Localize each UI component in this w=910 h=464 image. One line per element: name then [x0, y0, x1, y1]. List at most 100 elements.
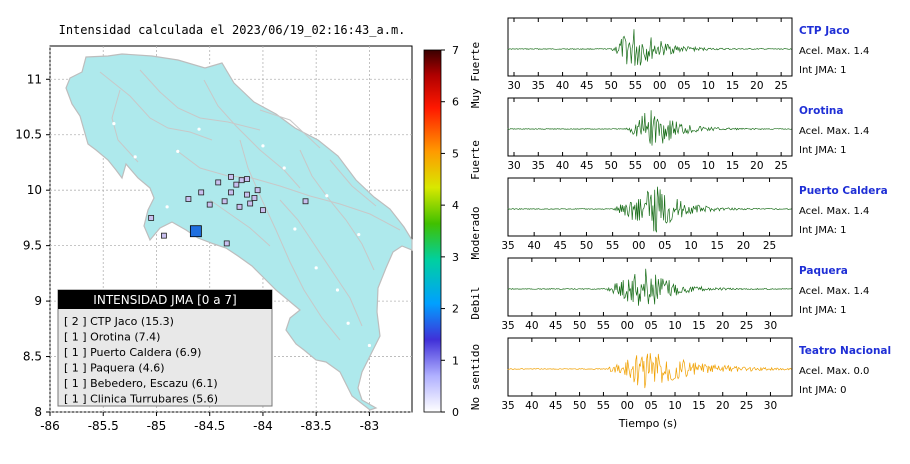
seismogram-tick-label: 45 — [580, 160, 593, 172]
seismogram-tick-label: 50 — [573, 320, 586, 332]
station-marker — [221, 198, 228, 205]
station-marker — [247, 200, 254, 207]
colorbar-category-label: Debil — [469, 286, 482, 319]
town-dot — [367, 343, 372, 348]
station-marker — [251, 195, 258, 201]
seismogram-tick-label: 40 — [556, 160, 569, 172]
colorbar-tick-label: 4 — [452, 199, 459, 212]
station-jma-intensity: Int JMA: 1 — [799, 65, 847, 76]
map-y-tick-label: 10.5 — [15, 128, 42, 142]
seismogram-tick-label: 40 — [556, 80, 569, 92]
town-dot — [90, 177, 95, 181]
station-marker — [198, 189, 205, 196]
station-marker — [206, 201, 213, 208]
legend-header — [58, 290, 272, 309]
colorbar-tick-label: 6 — [452, 96, 459, 109]
seismogram-tick-label: 50 — [580, 240, 593, 252]
seismogram-tick-label: 35 — [532, 160, 545, 172]
seismogram-tick-label: 05 — [677, 80, 690, 92]
station-marker — [238, 177, 245, 184]
seismogram-tick-label: 15 — [726, 80, 739, 92]
station-marker — [244, 191, 250, 198]
colorbar-tick-label: 2 — [452, 303, 459, 316]
seismogram-tick-label: 15 — [726, 160, 739, 172]
colorbar-category-label: No sentido — [469, 344, 482, 410]
town-dot — [314, 266, 318, 270]
time-axis-title: Tiempo (s) — [618, 417, 677, 430]
river-network — [99, 69, 401, 341]
colorbar-category-label: Muy Fuerte — [469, 42, 482, 108]
map-y-tick-label: 10 — [27, 183, 42, 197]
seismogram-trace — [507, 110, 792, 146]
map-y-tick-label: 8 — [34, 405, 42, 419]
station-jma-intensity: Int JMA: 0 — [799, 385, 847, 396]
town-dot — [335, 288, 340, 292]
intensity-colorbar: 7 6 5 4 3 2 1 0 Muy Fuerte Fuerte Moderado Debil No… — [423, 42, 482, 419]
legend-title: INTENSIDAD JMA [0 a 7] — [93, 293, 236, 307]
seismogram-tick-label: 25 — [774, 160, 787, 172]
seismogram-tick-label: 30 — [507, 80, 520, 92]
seismogram-tick-label: 40 — [525, 400, 538, 412]
station-max-acceleration: Acel. Max. 1.4 — [799, 46, 869, 57]
seismogram-tick-label: 10 — [668, 400, 681, 412]
map-y-ticks: 11 10.5 10 9.5 9 8.5 8 — [15, 72, 50, 419]
station-markers — [90, 122, 372, 348]
epicenter-marker — [189, 225, 202, 238]
colorbar-category-label: Moderado — [469, 207, 482, 260]
station-max-acceleration: Acel. Max. 1.4 — [799, 286, 869, 297]
map-y-tick-label: 9 — [34, 294, 42, 308]
seismogram-trace — [507, 353, 792, 389]
seismogram-tick-label: 30 — [764, 400, 777, 412]
seismogram-tick-label: 45 — [554, 240, 567, 252]
station-marker — [228, 173, 234, 180]
colorbar-tick-label: 3 — [452, 251, 459, 264]
station-marker — [254, 187, 261, 194]
seismogram-panel: 35 40 45 50 55 00 05 10 15 20 25 Puerto Caldera Acel… — [501, 177, 888, 252]
seismogram-tick-label: 55 — [629, 80, 642, 92]
town-dot — [346, 321, 350, 325]
station-marker — [228, 189, 234, 196]
town-dot — [325, 194, 329, 198]
costa-rica-landmass — [65, 53, 413, 411]
station-max-acceleration: Acel. Max. 1.4 — [799, 206, 869, 217]
seismogram-tick-label: 40 — [527, 240, 540, 252]
seismogram-tick-label: 00 — [621, 400, 634, 412]
town-dot — [133, 155, 137, 159]
map-title: Intensidad calculada el 2023/06/19_02:16… — [59, 23, 406, 37]
map-x-tick-label: -86 — [40, 419, 60, 433]
seismogram-tick-label: 35 — [501, 240, 514, 252]
station-marker — [260, 207, 266, 214]
seismogram-tick-label: 30 — [764, 320, 777, 332]
colorbar-gradient — [423, 49, 442, 413]
station-marker — [185, 196, 192, 202]
colorbar-ticks: 7 6 5 4 3 2 1 0 — [441, 44, 459, 419]
map-y-tick-label: 11 — [27, 72, 42, 86]
station-marker — [244, 176, 250, 182]
seismogram-panels: 30 35 40 45 50 55 00 05 10 15 20 25 CTP Jaco Acel. Ma… — [501, 17, 891, 412]
map-x-tick-label: -84.5 — [194, 419, 225, 433]
station-name: Puerto Caldera — [799, 185, 888, 197]
seismogram-tick-label: 05 — [644, 320, 657, 332]
seismogram-frame — [507, 177, 793, 237]
map-y-tick-label: 9.5 — [23, 239, 42, 253]
seismogram-tick-label: 05 — [658, 240, 671, 252]
town-dot — [261, 144, 265, 148]
legend-item: [ 1 ] Orotina (7.4) — [64, 331, 160, 344]
seismogram-tick-label: 20 — [737, 240, 750, 252]
map-x-tick-label: -83.5 — [301, 419, 332, 433]
station-name: CTP Jaco — [799, 25, 850, 37]
map-y-tick-label: 8.5 — [23, 350, 42, 364]
town-dot — [165, 205, 169, 209]
seismogram-tick-label: 10 — [684, 240, 697, 252]
seismogram-tick-label: 55 — [597, 400, 610, 412]
station-marker — [148, 215, 155, 221]
seismogram-panel: 30 35 40 45 50 55 00 05 10 15 20 25 CTP Jaco Acel. Ma… — [507, 17, 869, 92]
seismogram-tick-label: 00 — [621, 320, 634, 332]
town-dot — [197, 127, 201, 131]
station-marker — [161, 232, 167, 239]
legend-item: [ 2 ] CTP Jaco (15.3) — [64, 315, 174, 328]
seismogram-tick-label: 25 — [763, 240, 776, 252]
station-max-acceleration: Acel. Max. 0.0 — [799, 366, 869, 377]
seismogram-tick-label: 45 — [549, 320, 562, 332]
